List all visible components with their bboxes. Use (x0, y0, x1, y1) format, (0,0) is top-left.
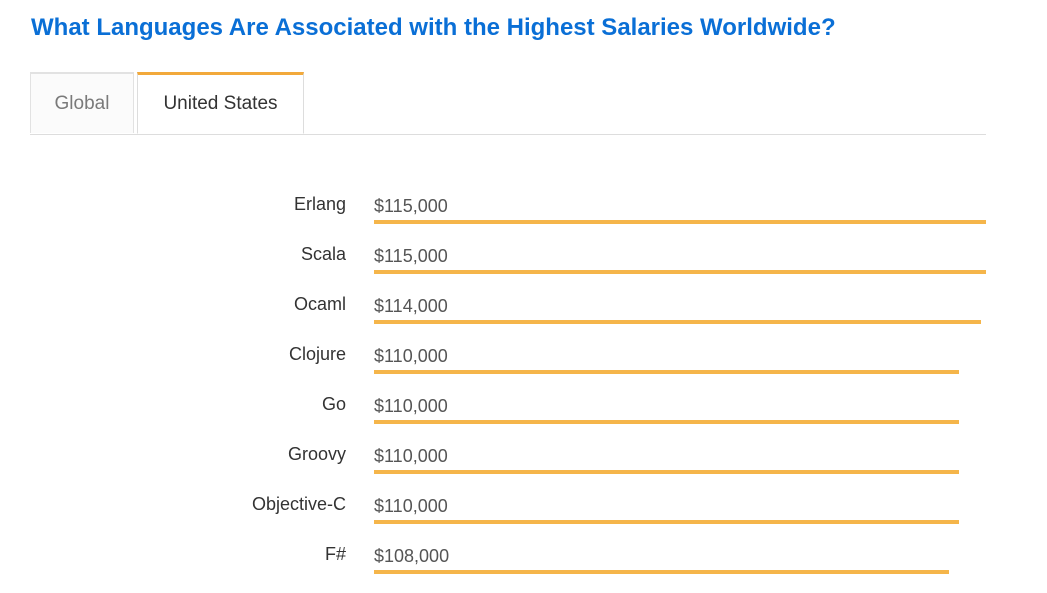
salary-bar (374, 370, 959, 374)
salary-bar (374, 570, 949, 574)
language-label: Erlang (293, 194, 346, 214)
language-label: Scala (300, 244, 346, 264)
salary-value-label: $108,000 (374, 546, 450, 566)
salary-bar (374, 470, 959, 474)
salary-bar-chart: Erlang $115,000 Scala $115,000 Ocaml $114,000… (0, 180, 1047, 590)
bar-row: Erlang $115,000 (0, 180, 1047, 230)
salary-value-label: $110,000 (374, 396, 448, 416)
bar-row: F# $108,000 (0, 530, 1047, 580)
salary-value-label: $114,000 (374, 296, 448, 316)
bar-row: Groovy $110,000 (0, 430, 1047, 480)
language-label: Clojure (288, 344, 346, 364)
salary-bar (374, 420, 959, 424)
bar-row: Clojure $110,000 (0, 330, 1047, 380)
page-title: What Languages Are Associated with the H… (31, 14, 836, 41)
salary-bar (374, 320, 981, 324)
salary-value-label: $110,000 (374, 446, 448, 466)
salary-bar (374, 220, 986, 224)
language-label: Ocaml (293, 294, 346, 314)
salary-value-label: $110,000 (374, 346, 448, 366)
language-label: F# (324, 544, 346, 564)
language-label: Go (321, 394, 346, 414)
tab-united-states[interactable]: United States (137, 72, 304, 134)
salary-value-label: $110,000 (374, 496, 448, 516)
tab-global[interactable]: Global (30, 72, 134, 133)
salary-bar (374, 270, 986, 274)
tab-bar: Global United States (30, 72, 986, 135)
bar-row: Scala $115,000 (0, 230, 1047, 280)
salary-value-label: $115,000 (374, 246, 448, 266)
language-label: Objective-C (251, 494, 346, 514)
bar-row: Ocaml $114,000 (0, 280, 1047, 330)
language-label: Groovy (287, 444, 346, 464)
bar-row: Objective-C $110,000 (0, 480, 1047, 530)
salary-value-label: $115,000 (374, 196, 448, 216)
bar-row: Go $110,000 (0, 380, 1047, 430)
salary-bar (374, 520, 959, 524)
